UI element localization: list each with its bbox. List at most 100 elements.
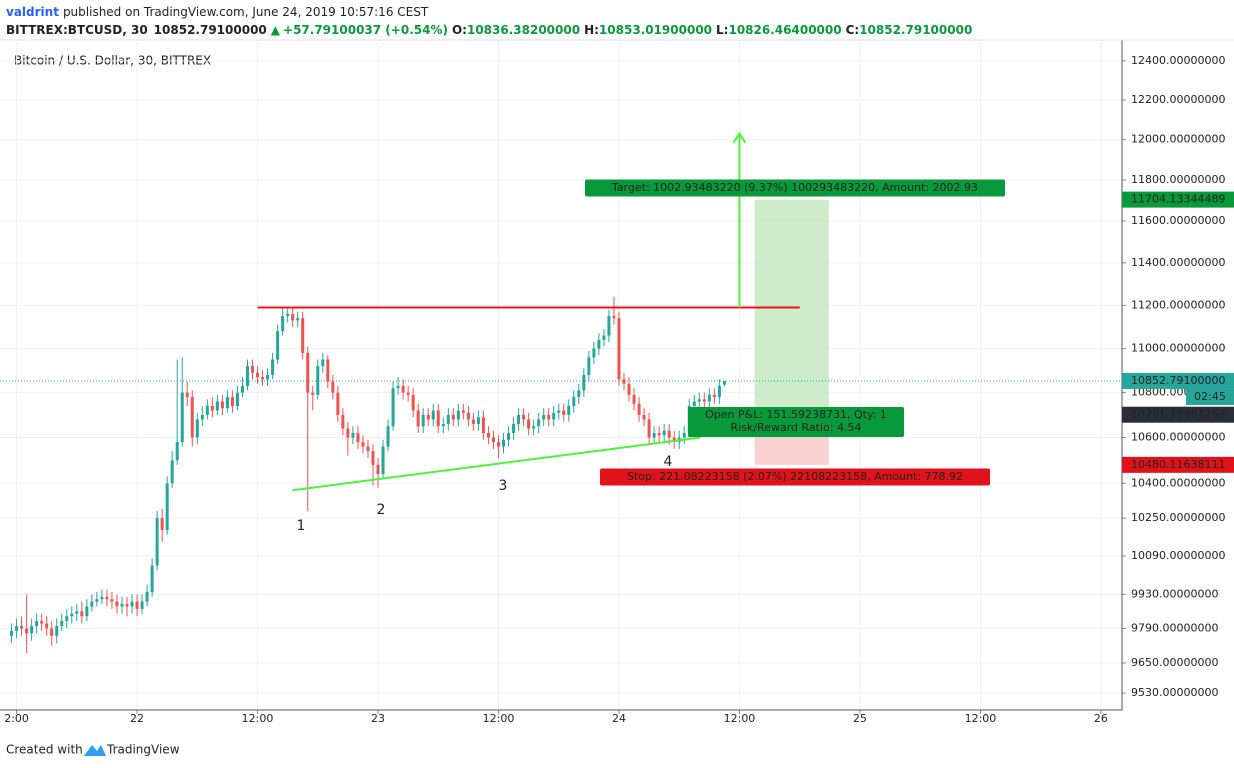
- candle-body: [145, 591, 149, 602]
- candle-body: [205, 406, 209, 415]
- candle-body: [80, 611, 84, 617]
- price-tag: [1122, 191, 1234, 208]
- wave-label: 1: [297, 518, 306, 534]
- candle-body: [627, 383, 631, 395]
- symbol: BITTREX:BTCUSD, 30: [6, 23, 148, 37]
- y-tick-label: 12000.00000000: [1131, 133, 1225, 146]
- candle-body: [612, 316, 616, 319]
- candle-body: [25, 628, 29, 634]
- candle-body: [190, 397, 194, 438]
- candle-body: [10, 630, 14, 636]
- candle-body: [361, 442, 365, 447]
- candle-body: [597, 339, 601, 349]
- candle-body: [291, 313, 295, 321]
- candle-body: [316, 366, 320, 395]
- candle-body: [657, 433, 661, 436]
- trend-line: [292, 436, 701, 492]
- last-price: 10852.79100000: [154, 23, 267, 37]
- candle-body: [602, 335, 606, 340]
- candle-body: [105, 596, 109, 600]
- candle-body: [256, 372, 260, 378]
- y-tick-label: 11200.00000000: [1131, 298, 1225, 311]
- x-tick-label: 12:00: [724, 712, 756, 725]
- candle-body: [266, 374, 270, 380]
- candle-body: [491, 437, 495, 443]
- ohlc-label: C:: [846, 23, 860, 37]
- candle-body: [331, 381, 335, 393]
- candle-body: [587, 357, 591, 375]
- candle-body: [697, 399, 701, 402]
- candle-body: [717, 385, 721, 398]
- y-tick-label: 10400.00000000: [1131, 476, 1225, 489]
- candle-body: [461, 410, 465, 413]
- candle-body: [667, 430, 671, 438]
- x-tick-label: 12:00: [242, 712, 274, 725]
- candle-body: [366, 446, 370, 452]
- candle-body: [647, 419, 651, 438]
- candle-body: [165, 483, 169, 530]
- y-tick-label: 12400.00000000: [1131, 54, 1225, 67]
- candle-body: [652, 433, 656, 438]
- candle-body: [286, 313, 290, 317]
- candle-body: [582, 374, 586, 391]
- y-tick-label: 9530.00000000: [1131, 686, 1218, 699]
- candle-body: [95, 599, 99, 602]
- candle-body: [441, 423, 445, 427]
- header-line-1: valdrint published on TradingView.com, Ju…: [6, 5, 429, 19]
- y-tick-label: 9790.00000000: [1131, 621, 1218, 634]
- candle-body: [456, 410, 460, 420]
- x-tick-label: 26: [1094, 712, 1108, 725]
- logo: [84, 745, 106, 756]
- candle-body: [672, 437, 676, 443]
- candle-body: [502, 439, 506, 447]
- pnl-label: Open P&L: 151.59238731, Qty: 1: [705, 408, 887, 421]
- price-tag: [1122, 372, 1234, 389]
- candle-body: [175, 442, 179, 461]
- candle-body: [306, 352, 310, 393]
- y-tick-label: 10090.00000000: [1131, 549, 1225, 562]
- ohlc-label: L:: [716, 23, 728, 37]
- candle-body: [281, 316, 285, 332]
- candle-body: [356, 433, 360, 443]
- candle-body: [537, 419, 541, 427]
- candle-body: [712, 394, 716, 398]
- wave-label: 4: [664, 454, 673, 470]
- candle-body: [572, 397, 576, 407]
- candle-body: [50, 628, 54, 636]
- ohlc-label: O:: [452, 23, 467, 37]
- candle-body: [436, 410, 440, 427]
- y-tick-label: 10250.00000000: [1131, 511, 1225, 524]
- ohlc-value: 10852.79100000: [859, 23, 972, 37]
- candle-body: [607, 316, 611, 336]
- pnl-box: [688, 407, 904, 437]
- candle-body: [552, 412, 556, 420]
- footer-brand: TradingView: [106, 743, 180, 757]
- candle-body: [431, 410, 435, 420]
- x-tick-label: 23: [371, 712, 385, 725]
- candle-body: [326, 359, 330, 382]
- price-tag: [1122, 456, 1234, 473]
- candle-body: [301, 318, 305, 353]
- candle-body: [220, 401, 224, 409]
- candle-body: [632, 394, 636, 404]
- countdown-box: [1186, 388, 1234, 405]
- candle-body: [486, 433, 490, 438]
- candle-body: [562, 410, 566, 415]
- countdown: 02:45: [1194, 390, 1226, 403]
- candle-body: [381, 446, 385, 475]
- candle-body: [702, 399, 706, 402]
- candle-body: [65, 616, 69, 622]
- candle-body: [185, 392, 189, 398]
- candle-body: [85, 606, 89, 617]
- candle-body: [15, 625, 19, 631]
- candle-body: [90, 601, 94, 607]
- y-tick-label: 10600.00000000: [1131, 431, 1225, 444]
- candle-body: [386, 426, 390, 447]
- candle-body: [451, 414, 455, 420]
- y-tick-label: 11000.00000000: [1131, 342, 1225, 355]
- candle-body: [567, 406, 571, 415]
- candle-body: [240, 385, 244, 393]
- candle-body: [346, 428, 350, 438]
